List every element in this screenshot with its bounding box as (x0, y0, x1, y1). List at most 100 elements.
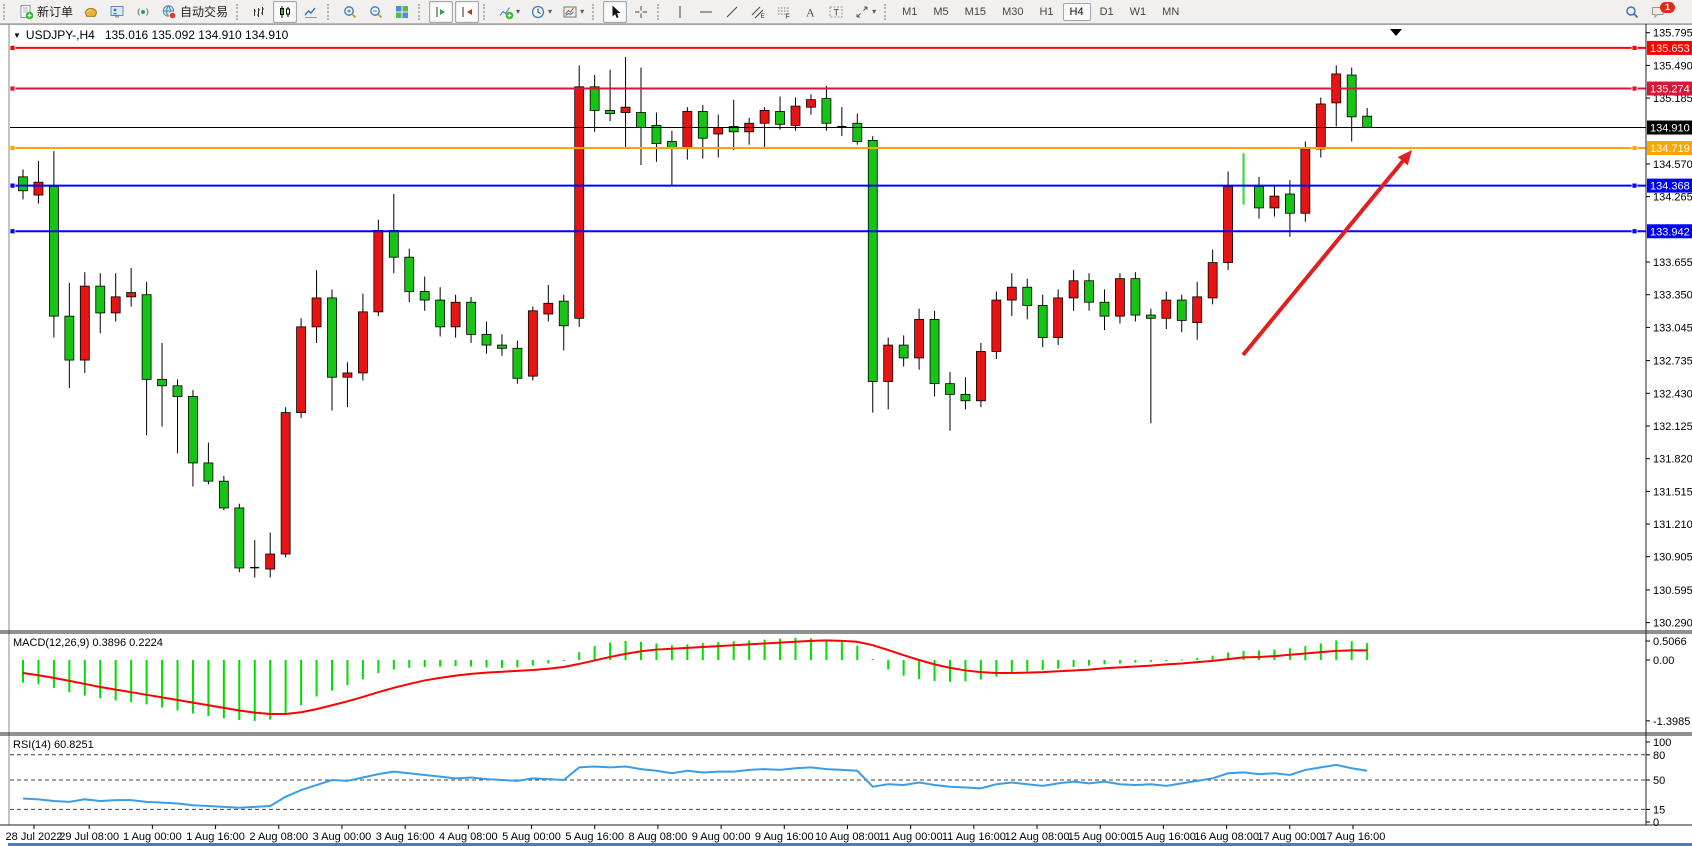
price-axis-label: 135.490 (1653, 60, 1692, 72)
candle-body (419, 291, 430, 301)
text-button[interactable]: A (798, 1, 822, 23)
toolbar: 新订单 自动交易 ▾ ▾ ▾ E F A T ▾ M1 M5 M15 M30 H1 H4 D1 W1 MN 1 (0, 0, 1692, 24)
rsi-axis-label: 0 (1653, 817, 1659, 829)
candle (203, 442, 214, 485)
line-right-handle[interactable] (1631, 145, 1638, 151)
line-left-handle[interactable] (9, 182, 16, 189)
line-left-handle[interactable] (9, 228, 16, 235)
trend-arrow-object[interactable] (1241, 150, 1412, 357)
macd-bar (1196, 657, 1199, 660)
line-right-handle[interactable] (1631, 45, 1638, 51)
price-line-object[interactable] (9, 85, 1646, 92)
zoom-in-button[interactable] (338, 1, 362, 23)
price-line-object[interactable] (9, 45, 1646, 51)
line-price-label[interactable]: 134.719 (1647, 141, 1692, 155)
line-price-label[interactable]: 133.942 (1647, 224, 1692, 239)
macd-bar (176, 660, 179, 711)
scroll-to-end-marker[interactable] (1390, 29, 1402, 36)
timeframe-button-h1[interactable]: H1 (1039, 5, 1054, 18)
price-line-object[interactable] (9, 145, 1646, 151)
price-axis-label: 134.570 (1653, 159, 1692, 171)
shapes-button[interactable]: ▾ (850, 1, 880, 23)
hline-icon (700, 11, 713, 12)
chevron-down-icon[interactable]: ▾ (872, 7, 877, 16)
crosshair-button[interactable] (629, 1, 653, 23)
market-watch-button[interactable] (105, 1, 129, 23)
chevron-down-icon[interactable]: ▾ (548, 7, 553, 16)
chart-canvas[interactable]: 135.795 135.490 135.185 134.570 134.265 133.6… (0, 24, 1692, 846)
chevron-down-icon[interactable]: ▾ (580, 7, 585, 16)
candle-body (806, 99, 816, 108)
timeframe-button-d1[interactable]: D1 (1099, 5, 1114, 18)
candlestick-chart-button[interactable] (273, 0, 298, 23)
search-button[interactable] (1620, 1, 1644, 23)
candle-body (1176, 299, 1187, 321)
time-axis-label: 28 Jul 2022 (6, 831, 63, 843)
new-order-button[interactable]: 新订单 (14, 1, 77, 23)
timeframe-button-m30[interactable]: M30 (1002, 5, 1024, 18)
timeframe-button-m15[interactable]: M15 (964, 5, 987, 18)
candle-body (157, 378, 167, 387)
timeframe-button-h4[interactable]: H4 (1062, 2, 1091, 21)
macd-bar (516, 660, 519, 668)
templates-button[interactable]: ▾ (558, 1, 588, 23)
chart-window[interactable]: 135.795 135.490 135.185 134.570 134.265 133.6… (0, 24, 1692, 846)
horizontal-line-button[interactable] (694, 1, 718, 23)
label-button[interactable]: T (824, 1, 848, 23)
macd-axis-label: 0.00 (1653, 655, 1674, 667)
line-price-label[interactable]: 135.274 (1647, 81, 1692, 96)
timeframe-button-mn[interactable]: MN (1162, 5, 1180, 18)
line-left-handle[interactable] (9, 45, 16, 51)
timeframe-button-m5[interactable]: M5 (933, 5, 949, 18)
periods-button[interactable]: ▾ (526, 1, 556, 23)
signals-button[interactable] (131, 1, 155, 23)
macd-bar (1165, 660, 1168, 661)
signals-icon (137, 7, 149, 16)
line-price-label[interactable]: 134.368 (1647, 178, 1692, 193)
trend-arrow-shaft[interactable] (1241, 157, 1406, 357)
candle (373, 219, 384, 317)
macd-bar (1211, 655, 1214, 660)
price-axis-label: 131.820 (1653, 454, 1692, 466)
line-right-handle[interactable] (1631, 182, 1638, 189)
line-price-label-text: 135.274 (1650, 84, 1690, 96)
auto-scroll-button[interactable] (429, 0, 454, 23)
timeframe-button-m1[interactable]: M1 (902, 5, 918, 18)
profiles-button[interactable] (79, 1, 103, 23)
current-price-label[interactable]: 134.910 (1647, 120, 1692, 135)
macd-bar (840, 641, 843, 660)
bar-chart-button[interactable] (247, 1, 271, 23)
line-price-label[interactable]: 135.653 (1647, 40, 1692, 55)
chart-shift-button[interactable] (455, 0, 480, 23)
candle-body (898, 344, 909, 359)
svg-text:T: T (834, 7, 840, 17)
candle (976, 342, 986, 408)
chevron-down-icon[interactable]: ▾ (516, 7, 521, 16)
candle-body (697, 111, 708, 139)
indicators-button[interactable]: ▾ (494, 1, 524, 23)
candle-body (404, 256, 415, 292)
channel-button[interactable]: E (746, 1, 770, 23)
line-left-handle[interactable] (9, 145, 16, 151)
line-left-handle[interactable] (9, 85, 16, 92)
line-chart-button[interactable] (299, 1, 323, 23)
zoom-in-icon (344, 5, 357, 18)
macd-bar (809, 638, 812, 660)
candle-body (976, 351, 986, 402)
candle (157, 342, 167, 427)
tile-windows-button[interactable] (390, 1, 414, 23)
zoom-out-button[interactable] (364, 1, 388, 23)
price-line-object[interactable] (9, 182, 1646, 189)
notifications-button[interactable]: 1 (1646, 1, 1685, 23)
vertical-line-button[interactable] (668, 1, 692, 23)
candle-body (1006, 286, 1017, 301)
fibonacci-button[interactable]: F (772, 1, 796, 23)
line-right-handle[interactable] (1631, 228, 1638, 235)
price-line-object[interactable] (9, 228, 1646, 235)
trendline-button[interactable] (720, 1, 744, 23)
auto-trading-button[interactable]: 自动交易 (157, 1, 232, 23)
line-right-handle[interactable] (1631, 85, 1638, 92)
macd-bar (1242, 650, 1245, 660)
timeframe-button-w1[interactable]: W1 (1129, 5, 1147, 18)
cursor-button[interactable] (603, 0, 628, 23)
